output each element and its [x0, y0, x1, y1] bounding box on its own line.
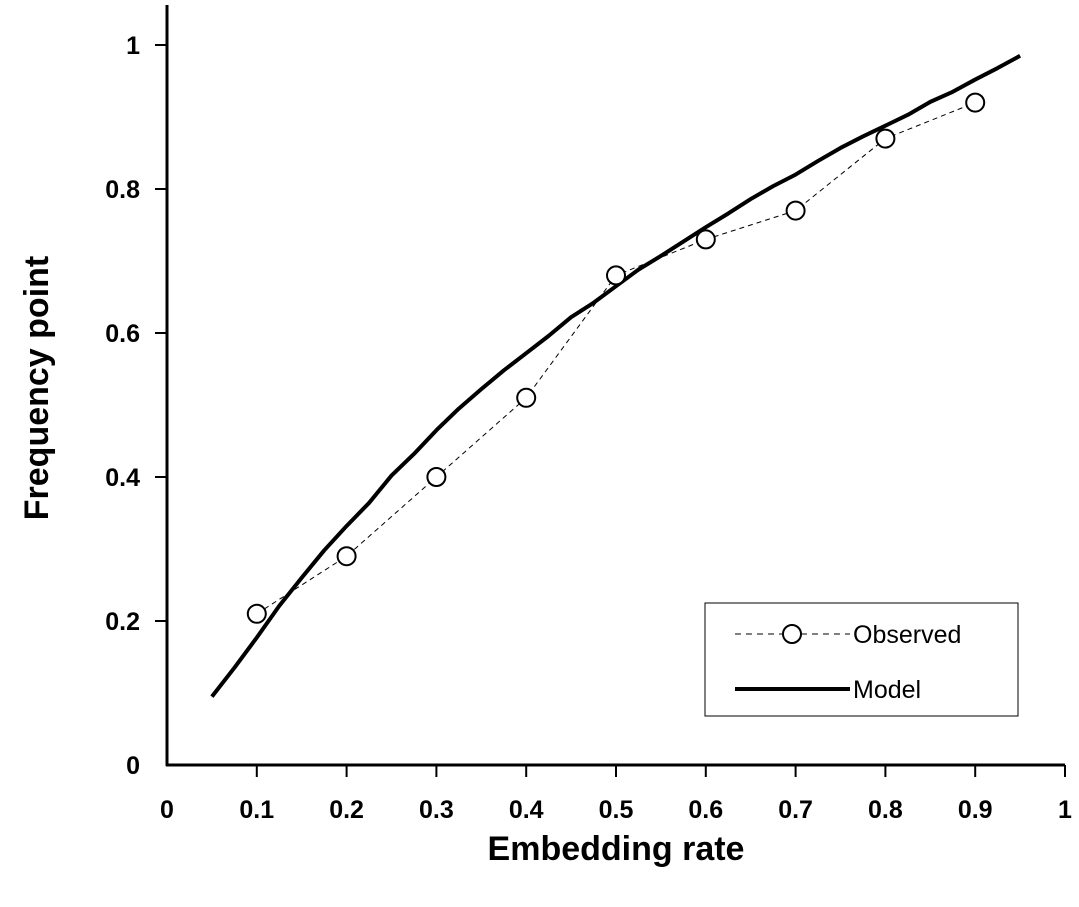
y-tick-label: 0.4	[105, 464, 140, 492]
x-tick-label: 0.2	[329, 796, 364, 824]
y-tick-label: 0	[126, 752, 140, 780]
x-axis-title: Embedding rate	[488, 830, 745, 868]
model-series-line	[210, 54, 1022, 698]
observed-point	[246, 603, 267, 624]
y-tick-label: 0.8	[105, 176, 140, 204]
y-tick-label: 1	[126, 32, 140, 60]
x-tick-label: 1	[1058, 796, 1072, 824]
legend: Observed Model	[704, 602, 1019, 717]
x-tick-label: 0.3	[419, 796, 454, 824]
x-tick-label: 0.1	[239, 796, 274, 824]
y-axis-title: Frequency point	[18, 256, 56, 520]
x-tick-label: 0.8	[868, 796, 903, 824]
observed-point	[606, 265, 626, 286]
x-tick-label: 0.4	[509, 796, 544, 824]
x-tick-label: 0	[160, 796, 174, 824]
series-layer	[210, 54, 1022, 698]
x-tick-label: 0.9	[958, 796, 993, 824]
observed-point	[426, 467, 447, 487]
x-tick-label: 0.6	[688, 796, 723, 824]
observed-point	[516, 387, 537, 408]
observed-point	[875, 128, 896, 149]
x-tick-labels: 0 0.1 0.2 0.3 0.4 0.5 0.6 0.7 0.8 0.9 1	[160, 796, 1072, 824]
x-tick-label: 0.7	[778, 796, 813, 824]
observed-point	[695, 229, 716, 250]
observed-point	[785, 200, 806, 221]
x-tick-label: 0.5	[599, 796, 634, 824]
y-tick-labels: 0 0.2 0.4 0.6 0.8 1	[105, 32, 140, 780]
observed-point	[965, 92, 986, 113]
legend-observed-marker	[782, 624, 802, 644]
legend-model-label: Model	[853, 676, 921, 704]
y-tick-label: 0.6	[105, 320, 140, 348]
observed-point	[336, 546, 357, 567]
legend-box	[704, 602, 1019, 717]
y-tick-label: 0.2	[105, 608, 140, 636]
legend-observed-label: Observed	[853, 621, 961, 649]
axes	[155, 5, 1066, 777]
